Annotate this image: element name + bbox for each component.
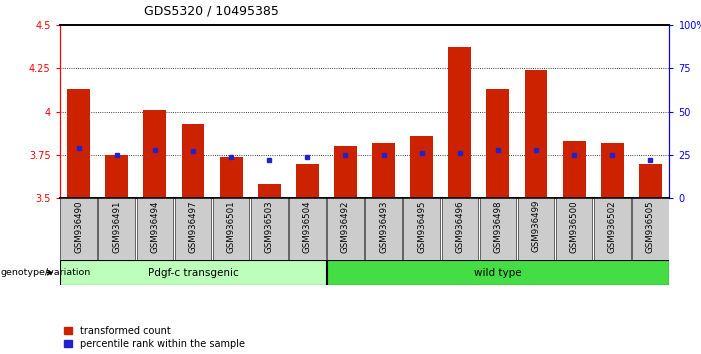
Text: GSM936502: GSM936502 [608,200,617,253]
Bar [219,156,243,198]
Text: GSM936500: GSM936500 [570,200,578,253]
Bar [563,141,585,198]
Bar [182,124,205,198]
Text: GSM936491: GSM936491 [112,200,121,253]
Text: genotype/variation: genotype/variation [1,268,91,277]
Text: GSM936494: GSM936494 [151,200,159,253]
Text: GSM936496: GSM936496 [456,200,464,253]
Bar [486,89,510,198]
Bar [518,198,554,260]
Bar [60,260,326,285]
Bar [258,184,280,198]
Bar [98,198,135,260]
Bar [601,143,624,198]
Text: GSM936501: GSM936501 [226,200,236,253]
Bar [632,198,669,260]
Text: GSM936503: GSM936503 [265,200,273,253]
Bar [594,198,631,260]
Bar [105,155,128,198]
Bar [67,89,90,198]
Bar [403,198,440,260]
Bar [639,164,662,198]
Text: GDS5320 / 10495385: GDS5320 / 10495385 [144,5,278,18]
Bar [365,198,402,260]
Bar [60,198,97,260]
Text: GSM936492: GSM936492 [341,200,350,253]
Text: GSM936493: GSM936493 [379,200,388,253]
Text: wild type: wild type [474,268,522,278]
Bar [327,198,364,260]
Bar [296,164,319,198]
Bar [251,198,287,260]
Legend: transformed count, percentile rank within the sample: transformed count, percentile rank withi… [64,326,245,349]
Bar [334,146,357,198]
Bar [213,198,250,260]
Bar [327,260,669,285]
Text: Pdgf-c transgenic: Pdgf-c transgenic [148,268,238,278]
Text: GSM936490: GSM936490 [74,200,83,253]
Bar [137,198,173,260]
Bar [442,198,478,260]
Bar [479,198,516,260]
Text: GSM936495: GSM936495 [417,200,426,253]
Text: GSM936497: GSM936497 [189,200,198,253]
Bar [144,110,166,198]
Bar [449,47,471,198]
Bar [289,198,326,260]
Bar [175,198,211,260]
Bar [524,70,547,198]
Text: GSM936504: GSM936504 [303,200,312,253]
Bar [556,198,592,260]
Bar [372,143,395,198]
Text: GSM936498: GSM936498 [494,200,503,253]
Bar [410,136,433,198]
Text: GSM936499: GSM936499 [531,200,540,252]
Text: GSM936505: GSM936505 [646,200,655,253]
